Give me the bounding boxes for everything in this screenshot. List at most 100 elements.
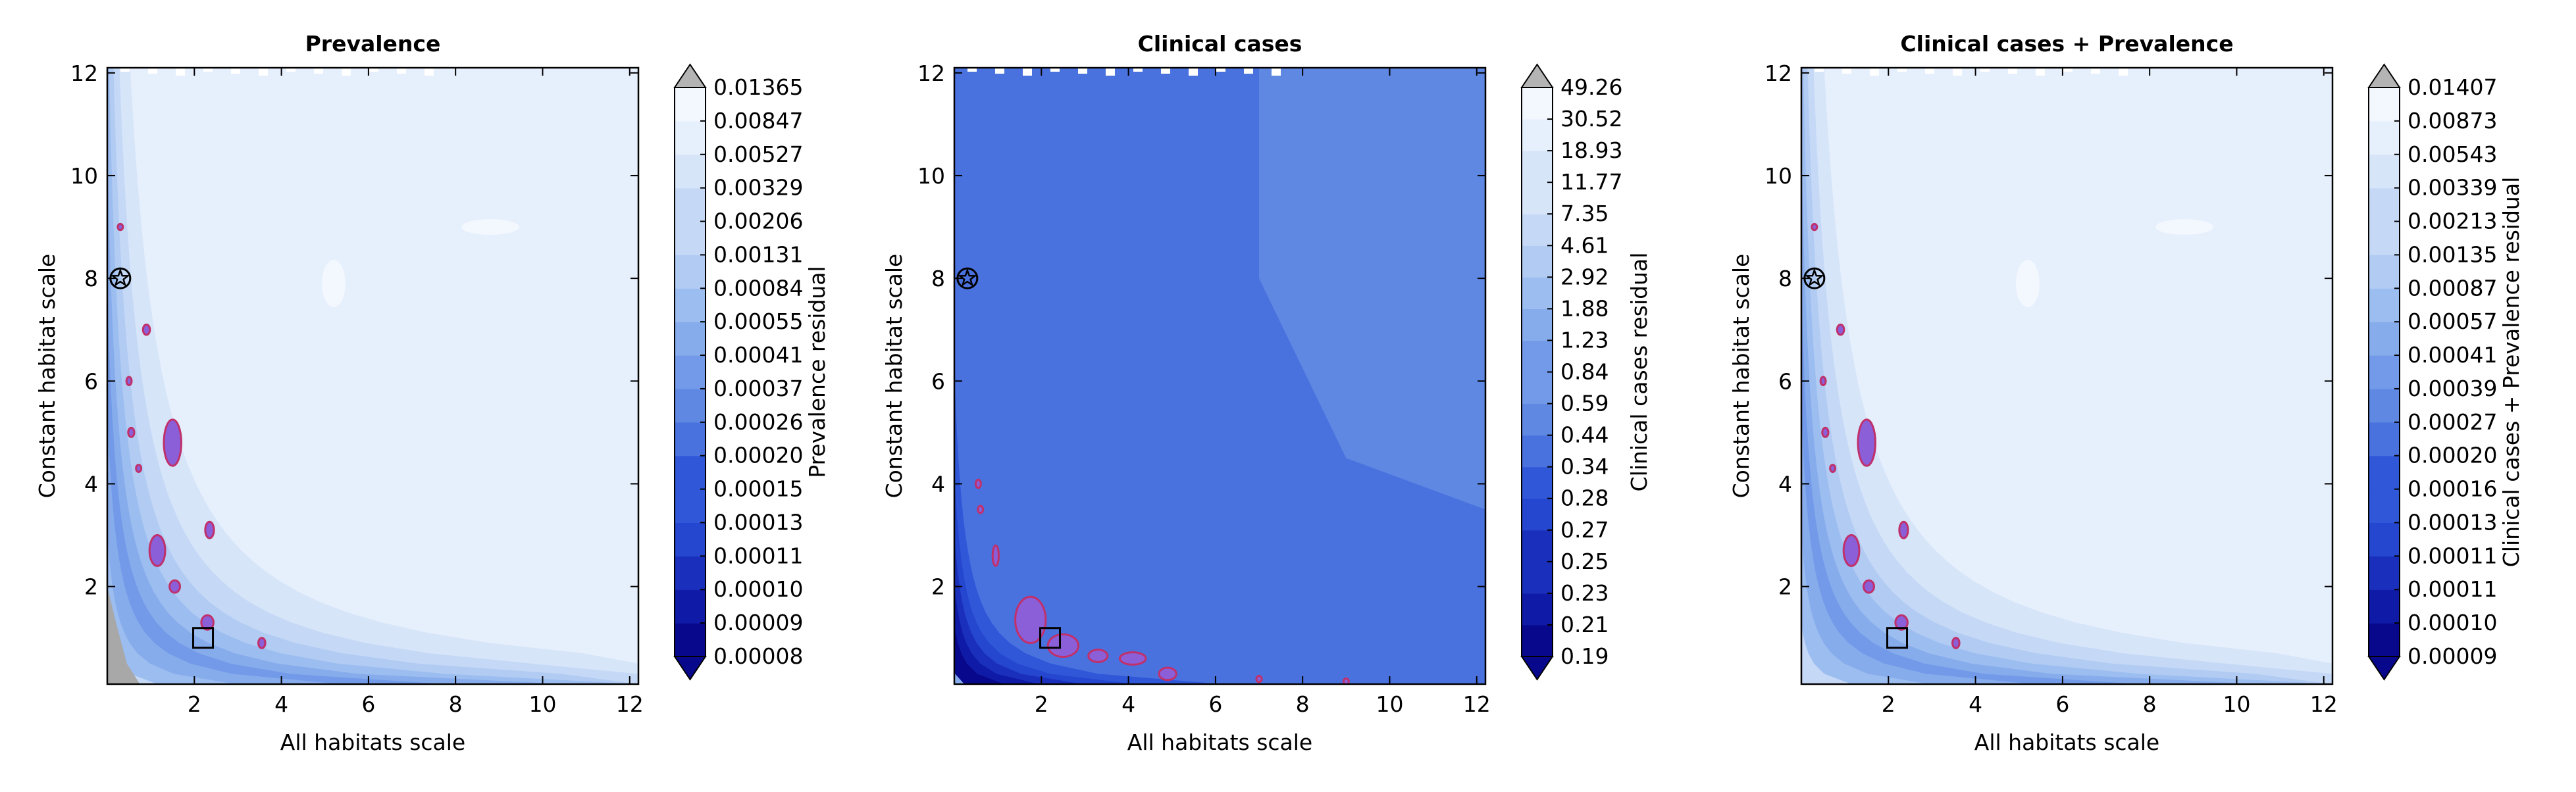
mask-notch xyxy=(1216,68,1225,72)
contour-band xyxy=(2015,259,2040,307)
mask-notch xyxy=(1244,68,1253,74)
colorbar-frame xyxy=(2368,87,2400,657)
colorbar-segment xyxy=(1522,561,1553,594)
colorbar-segment xyxy=(2369,322,2400,356)
y-tick-label: 12 xyxy=(1765,61,1792,86)
x-tick-label: 2 xyxy=(1035,691,1048,717)
x-tick-label: 4 xyxy=(274,691,288,717)
highlight-region xyxy=(1894,614,1909,631)
colorbar-segment xyxy=(2369,120,2400,155)
plot-area xyxy=(954,68,1485,684)
contour-band xyxy=(2155,219,2214,235)
x-tick-label: 12 xyxy=(2310,691,2338,717)
highlight-region xyxy=(1255,675,1263,683)
colorbar-tick-label: 0.00009 xyxy=(713,610,803,635)
colorbar-segment xyxy=(1522,372,1553,405)
mask-notch xyxy=(369,68,378,72)
highlight-region xyxy=(1014,595,1047,645)
colorbar-segment xyxy=(2369,288,2400,322)
contour-band xyxy=(107,68,236,684)
colorbar-segment xyxy=(2369,255,2400,289)
colorbar-segment xyxy=(2369,221,2400,256)
y-tick-label: 2 xyxy=(1778,574,1792,600)
colorbar-tick-label: 49.26 xyxy=(1560,74,1622,100)
mask-notch xyxy=(148,68,157,74)
colorbar-segment xyxy=(2369,623,2400,657)
colorbar-segment xyxy=(1522,530,1553,562)
x-tick-label: 12 xyxy=(616,691,644,717)
x-tick-label: 4 xyxy=(1969,691,1982,717)
colorbar-tick-label: 1.23 xyxy=(1560,327,1609,353)
colorbar-tick-label: 11.77 xyxy=(1560,169,1622,195)
contour-band xyxy=(107,68,445,684)
mask-notch xyxy=(314,68,323,74)
colorbar-tick-label: 0.00011 xyxy=(2408,543,2497,568)
colorbar-segment xyxy=(2369,422,2400,457)
y-tick-label: 4 xyxy=(84,471,98,497)
highlight-region xyxy=(974,478,982,489)
colorbar-tick-label: 0.59 xyxy=(1560,391,1609,416)
colorbar-segment xyxy=(1522,277,1553,309)
colorbar-segment xyxy=(675,422,706,457)
colorbar-tick-label: 0.00016 xyxy=(2408,476,2497,502)
colorbar-tick-label: 0.00013 xyxy=(2408,509,2497,535)
colorbar-segment xyxy=(675,556,706,590)
plot-frame xyxy=(106,66,640,685)
highlight-region xyxy=(135,464,143,474)
colorbar-segment xyxy=(675,322,706,356)
y-axis-label: Constant habitat scale xyxy=(881,254,907,499)
star-marker-glyph xyxy=(1804,268,1824,287)
highlight-region xyxy=(1811,222,1818,232)
colorbar-segment xyxy=(2369,556,2400,590)
highlight-region xyxy=(163,418,182,467)
colorbar-segment xyxy=(2369,589,2400,624)
chart-title: Clinical cases + Prevalence xyxy=(1900,31,2233,57)
x-tick-label: 2 xyxy=(188,691,201,717)
colorbar-segment xyxy=(1522,498,1553,531)
colorbar-tick-label: 0.00008 xyxy=(713,643,803,669)
y-tick-label: 8 xyxy=(84,266,98,291)
contour-band xyxy=(1259,68,1485,510)
colorbar-segment xyxy=(1522,182,1553,214)
colorbar-extend-under xyxy=(2367,656,2401,681)
highlight-region xyxy=(200,614,215,631)
colorbar-segment xyxy=(675,255,706,289)
mask-notch xyxy=(1161,68,1170,74)
y-tick-label: 6 xyxy=(84,368,98,394)
mask-notch xyxy=(1842,68,1851,74)
contour-band xyxy=(1801,68,2139,684)
highlight-region xyxy=(168,579,181,594)
colorbar-tick-label: 0.00039 xyxy=(2408,376,2497,401)
plot-area xyxy=(1801,68,2332,684)
colorbar-tick-label: 0.44 xyxy=(1560,422,1609,448)
mask-notch xyxy=(203,68,213,72)
colorbar-tick-label: 0.00015 xyxy=(713,476,803,502)
mask-notch xyxy=(1272,68,1281,76)
colorbar-segment xyxy=(675,589,706,624)
colorbar-tick-label: 0.00527 xyxy=(713,141,803,167)
mask-notch xyxy=(1953,68,1962,76)
highlight-region xyxy=(991,544,1000,567)
mask-notch xyxy=(1106,68,1115,76)
y-axis-label: Constant habitat scale xyxy=(34,254,60,499)
colorbar-tick-label: 30.52 xyxy=(1560,106,1622,132)
y-tick-label: 2 xyxy=(84,574,98,600)
colorbar-segment xyxy=(2369,455,2400,490)
x-tick-label: 8 xyxy=(449,691,463,717)
mask-notch xyxy=(286,68,296,72)
x-axis-label: All habitats scale xyxy=(1974,730,2159,755)
x-tick-label: 10 xyxy=(1376,691,1403,717)
colorbar-segment xyxy=(1522,435,1553,468)
y-tick-label: 12 xyxy=(70,61,98,86)
colorbar-label: Clinical cases + Prevalence residual xyxy=(2498,177,2524,567)
highlight-region xyxy=(1836,323,1845,336)
y-tick-label: 10 xyxy=(70,163,98,189)
colorbar-segment xyxy=(2369,522,2400,557)
colorbar-label: Prevalence residual xyxy=(804,266,830,478)
mask-notch xyxy=(1050,68,1060,72)
colorbar-extend-over xyxy=(1520,63,1554,88)
mask-notch xyxy=(1023,68,1032,76)
colorbar-extend-under xyxy=(673,656,707,681)
mask-notch xyxy=(1815,68,1824,72)
colorbar-extend-under xyxy=(1520,656,1554,681)
